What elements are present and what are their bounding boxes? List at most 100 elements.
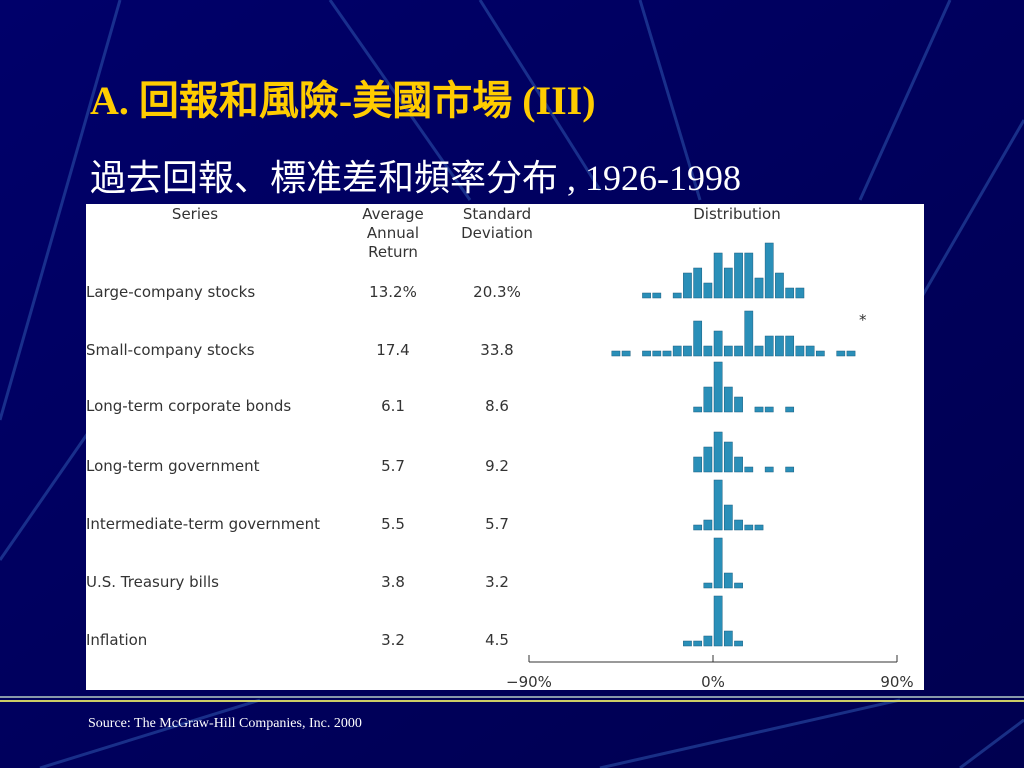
histogram-bar (785, 287, 795, 299)
histogram-bar (611, 350, 621, 357)
histogram-bar (744, 466, 754, 473)
histogram-bar (723, 386, 733, 413)
histogram-bar (652, 350, 662, 357)
histogram-bar (662, 350, 672, 357)
average-return: 3.2 (381, 631, 405, 649)
histogram-bar (775, 272, 784, 299)
column-header: Deviation (461, 224, 533, 242)
histogram-bar (805, 345, 815, 357)
std-deviation: 8.6 (485, 397, 509, 415)
histogram-bar (734, 519, 743, 531)
column-header: Series (172, 205, 218, 223)
histogram-bar (642, 350, 651, 357)
histogram-bar (815, 350, 825, 357)
histogram-bar (744, 252, 754, 299)
histogram-bar (703, 635, 713, 647)
axis-tick-label: 90% (880, 673, 913, 691)
std-deviation: 5.7 (485, 515, 509, 533)
histogram-bar (775, 335, 784, 357)
histogram-bar (723, 504, 733, 531)
histogram-bar (744, 310, 754, 357)
histogram-bar (693, 456, 703, 473)
histogram-bar (672, 345, 682, 357)
histogram-bar (836, 350, 846, 357)
series-name: Inflation (86, 631, 147, 649)
series-name: U.S. Treasury bills (86, 573, 219, 591)
average-return: 6.1 (381, 397, 405, 415)
histogram-bar (703, 519, 713, 531)
histogram-bar (713, 431, 723, 473)
histogram-bar (785, 335, 795, 357)
average-return: 5.7 (381, 457, 405, 475)
column-header: Return (368, 243, 418, 261)
histogram-bar (734, 345, 743, 357)
histogram-bar (621, 350, 631, 357)
subtitle: 過去回報、標准差和頻率分布 , 1926-1998 (90, 158, 741, 198)
histogram-bar (754, 277, 764, 299)
histogram-bar (652, 292, 662, 299)
histogram-bar (683, 272, 692, 299)
average-return: 17.4 (376, 341, 409, 359)
histogram-bar (734, 396, 743, 413)
source: Source: The McGraw-Hill Companies, Inc. … (88, 716, 362, 731)
column-header: Distribution (693, 205, 781, 223)
histogram-bar (723, 441, 733, 473)
histogram-bar (723, 267, 733, 299)
histogram-bar (642, 292, 651, 299)
histogram-bar (683, 345, 692, 357)
histogram-bar (785, 406, 795, 413)
histogram-bar (703, 345, 713, 357)
histogram-bar (744, 524, 754, 531)
histogram-bar (703, 386, 713, 413)
histogram-bar (693, 406, 703, 413)
histogram-bar (713, 479, 723, 531)
note-mark: * (859, 311, 867, 329)
std-deviation: 20.3% (473, 283, 521, 301)
histogram-bar (754, 345, 764, 357)
series-name: Small-company stocks (86, 341, 255, 359)
average-return: 13.2% (369, 283, 417, 301)
histogram-bar (713, 595, 723, 647)
histogram-bar (713, 537, 723, 589)
histogram-bar (723, 345, 733, 357)
std-deviation: 4.5 (485, 631, 509, 649)
title: A. 回報和風險-美國市場 (III) (90, 78, 596, 123)
axis-tick-label: 0% (701, 673, 725, 691)
histogram-bar (734, 582, 743, 589)
histogram-bar (754, 524, 764, 531)
histogram-bar (703, 582, 713, 589)
histogram-bar (693, 640, 703, 647)
column-header: Average (362, 205, 424, 223)
series-name: Long-term corporate bonds (86, 397, 291, 415)
column-header: Standard (463, 205, 531, 223)
std-deviation: 3.2 (485, 573, 509, 591)
histogram-bar (703, 282, 713, 299)
histogram-bar (795, 287, 805, 299)
histogram-bar (693, 524, 703, 531)
histogram-bar (693, 267, 703, 299)
average-return: 5.5 (381, 515, 405, 533)
histogram-bar (795, 345, 805, 357)
average-return: 3.8 (381, 573, 405, 591)
histogram-bar (764, 466, 774, 473)
histogram-bar (683, 640, 692, 647)
histogram-bar (764, 242, 774, 299)
histogram-bar (713, 330, 723, 357)
histogram-bar (734, 456, 743, 473)
histogram-bar (713, 361, 723, 413)
series-name: Large-company stocks (86, 283, 255, 301)
histogram-bar (846, 350, 856, 357)
series-name: Long-term government (86, 457, 260, 475)
histogram-bar (693, 320, 703, 357)
histogram-bar (672, 292, 682, 299)
histogram-bar (785, 466, 795, 473)
std-deviation: 9.2 (485, 457, 509, 475)
histogram-bar (764, 406, 774, 413)
histogram-bar (754, 406, 764, 413)
std-deviation: 33.8 (480, 341, 513, 359)
table-panel (86, 204, 924, 690)
histogram-bar (734, 252, 743, 299)
column-header: Annual (367, 224, 419, 242)
